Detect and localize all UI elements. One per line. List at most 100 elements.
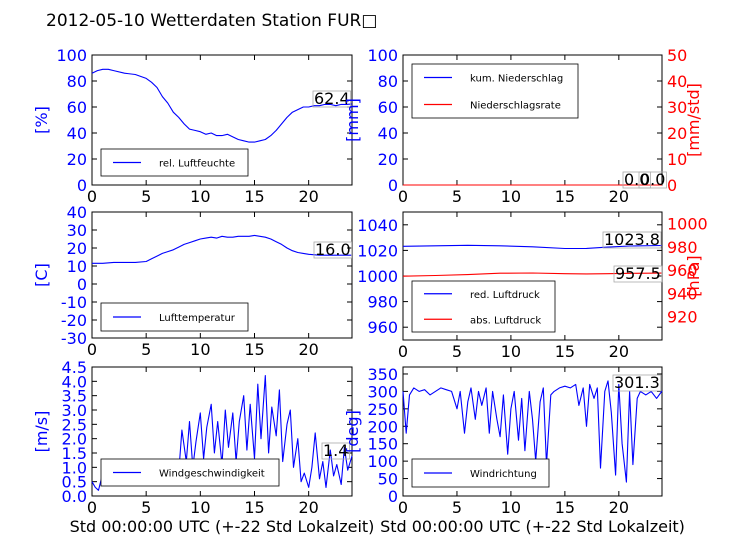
value-annotation: 957.5 <box>615 264 661 283</box>
y-tick-label: 0.0 <box>62 487 87 506</box>
legend-label: Niederschlagsrate <box>470 101 561 112</box>
annotation-box <box>613 265 663 283</box>
annotation-box <box>622 171 651 189</box>
x-tick-label: 10 <box>190 187 210 206</box>
y2-tick-label: 10 <box>667 150 687 169</box>
x-tick-label: 15 <box>555 187 575 206</box>
x-axis-label: Std 00:00:00 UTC (+-22 Std Lokalzeit) <box>380 517 685 536</box>
y-tick-label: 0 <box>388 176 398 195</box>
y2-tick-label: 980 <box>667 238 698 257</box>
x-tick-label: 5 <box>141 340 151 359</box>
y-tick-label: 3.5 <box>62 387 87 406</box>
y-tick-label: 0.5 <box>62 473 87 492</box>
legend-label: red. Luftdruck <box>470 290 540 301</box>
y2-tick-label: 40 <box>667 72 687 91</box>
x-tick-label: 5 <box>452 187 462 206</box>
y2-tick-label: 20 <box>667 124 687 143</box>
y-tick-label: 80 <box>67 72 87 91</box>
y-tick-label: -20 <box>61 311 87 330</box>
y-tick-label: 0 <box>77 176 87 195</box>
series-line-lufttemperatur <box>92 234 352 264</box>
legend: Lufttemperatur <box>100 302 249 332</box>
y-tick-label: 200 <box>367 417 398 436</box>
x-tick-label: 15 <box>244 187 264 206</box>
y-tick-label: 1.5 <box>62 444 87 463</box>
x-tick-label: 0 <box>87 340 97 359</box>
y2-tick-label: 940 <box>667 284 698 303</box>
y-tick-label: -10 <box>61 293 87 312</box>
legend: red. Luftdruck abs. Luftdruck <box>411 280 556 333</box>
x-tick-label: 5 <box>141 187 151 206</box>
series-line-abs-luftdruck <box>402 272 663 277</box>
y-tick-label: 1040 <box>357 216 398 235</box>
legend-label: rel. Luftfeuchte <box>159 159 235 170</box>
annotation-box <box>321 442 350 460</box>
y2-tick-label: 960 <box>667 261 698 280</box>
y-tick-label: 40 <box>378 124 398 143</box>
y-axis-label: [C] <box>32 263 51 287</box>
y-tick-label: 0 <box>388 487 398 506</box>
y-axis-label: [%] <box>32 106 51 134</box>
x-tick-label: 20 <box>298 187 318 206</box>
y-axis-label: [m/s] <box>32 411 51 453</box>
y-axis-label: [mm] <box>343 98 362 142</box>
y2-axis-label: [hPa] <box>684 255 703 296</box>
y-tick-label: 4.0 <box>62 372 87 391</box>
y2-tick-label: 920 <box>667 308 698 327</box>
legend-box <box>100 148 249 177</box>
x-tick-label: 0 <box>398 498 408 517</box>
y-tick-label: 10 <box>67 257 87 276</box>
y-tick-label: 60 <box>67 98 87 117</box>
x-tick-label: 0 <box>398 342 408 361</box>
y2-tick-label: 0 <box>667 176 677 195</box>
y-tick-label: 2.5 <box>62 415 87 434</box>
y-tick-label: 300 <box>367 382 398 401</box>
y-tick-label: 20 <box>378 150 398 169</box>
x-tick-label: 10 <box>501 342 521 361</box>
x-tick-label: 20 <box>609 187 629 206</box>
y2-axis-label: [mm/std] <box>684 83 703 157</box>
y-tick-label: 40 <box>67 203 87 222</box>
annotation-box <box>313 241 353 259</box>
y-tick-label: 40 <box>67 124 87 143</box>
annotation-box <box>638 171 667 189</box>
chart-pressure: 960 980 1000 1020 1040 0 5 10 15 20 920 940 960 980 10… <box>357 211 708 361</box>
y-tick-label: 20 <box>67 150 87 169</box>
y-tick-label: 30 <box>67 221 87 240</box>
value-annotation: 1.4 <box>323 441 348 460</box>
x-tick-label: 20 <box>298 498 318 517</box>
legend: rel. Luftfeuchte <box>100 148 249 177</box>
legend: Windgeschwindigkeit <box>100 458 280 487</box>
figure-title: 2012-05-10 Wetterdaten Station FUR□ <box>46 11 377 31</box>
x-axis-label: Std 00:00:00 UTC (+-22 Std Lokalzeit) <box>70 517 375 536</box>
x-tick-label: 10 <box>190 340 210 359</box>
y-tick-label: 60 <box>378 98 398 117</box>
y2-tick-label: 30 <box>667 98 687 117</box>
y-tick-label: 980 <box>367 293 398 312</box>
y-tick-label: 20 <box>67 239 87 258</box>
x-tick-label: 15 <box>555 498 575 517</box>
y2-tick-label: 50 <box>667 46 687 65</box>
annotation-box <box>312 90 352 108</box>
x-tick-label: 10 <box>190 498 210 517</box>
legend-label: Lufttemperatur <box>159 313 236 324</box>
x-tick-label: 15 <box>244 340 264 359</box>
y-axis-label: [deg] <box>343 410 362 453</box>
y-tick-label: 2.0 <box>62 430 87 449</box>
y-tick-label: 250 <box>367 400 398 419</box>
y-tick-label: 80 <box>378 72 398 91</box>
value-annotation: 62.4 <box>314 89 350 108</box>
annotation-box <box>602 231 662 249</box>
y-tick-label: 0 <box>77 275 87 294</box>
series-line-rel-luftfeuchte <box>91 68 353 143</box>
chart-windspeed: 0.00.51.01.52.02.53.03.54.04.5 0 5 10 15 20 [m… <box>32 358 374 536</box>
value-annotation: 301.3 <box>614 373 660 392</box>
y-tick-label: 350 <box>367 365 398 384</box>
legend: Windrichtung <box>411 458 550 488</box>
legend-box <box>411 63 579 119</box>
